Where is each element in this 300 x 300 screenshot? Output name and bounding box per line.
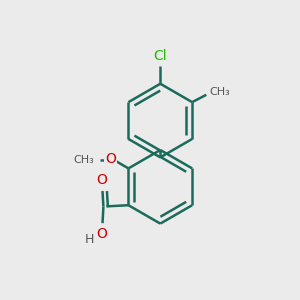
Text: CH₃: CH₃ <box>73 154 94 165</box>
Text: CH₃: CH₃ <box>210 87 231 98</box>
Text: Cl: Cl <box>154 49 167 63</box>
Text: H: H <box>84 232 94 246</box>
Text: O: O <box>97 227 107 241</box>
Text: O: O <box>97 173 107 187</box>
Text: O: O <box>105 152 116 166</box>
